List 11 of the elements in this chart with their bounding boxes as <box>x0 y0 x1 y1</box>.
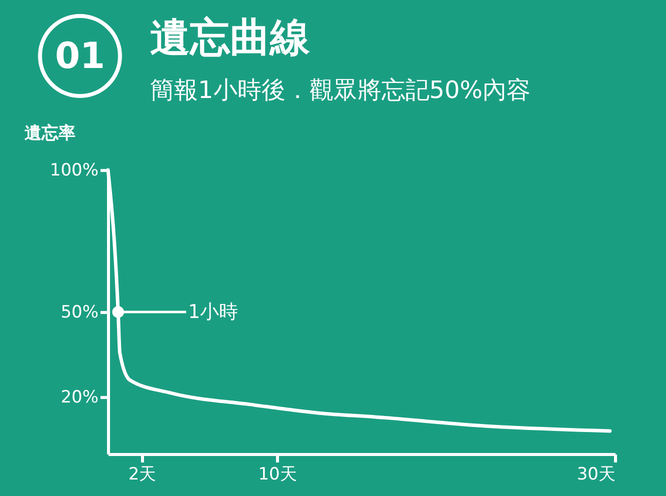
y-tick-label: 50% <box>60 302 98 322</box>
y-tick-label: 100% <box>50 160 98 180</box>
text: 01 <box>38 14 122 98</box>
annotation: 1小時 <box>188 301 238 323</box>
chart-title: 遺忘曲線 <box>150 14 310 62</box>
x-tick-label: 30天 <box>576 464 616 484</box>
y-axis-title: 遺忘率 <box>24 122 76 144</box>
x-tick-label: 10天 <box>258 464 297 484</box>
x-tick-label: 2天 <box>128 464 156 484</box>
chart-subtitle: 簡報1小時後．觀眾將忘記50%內容 <box>150 76 531 105</box>
y-tick-label: 20% <box>60 388 98 408</box>
